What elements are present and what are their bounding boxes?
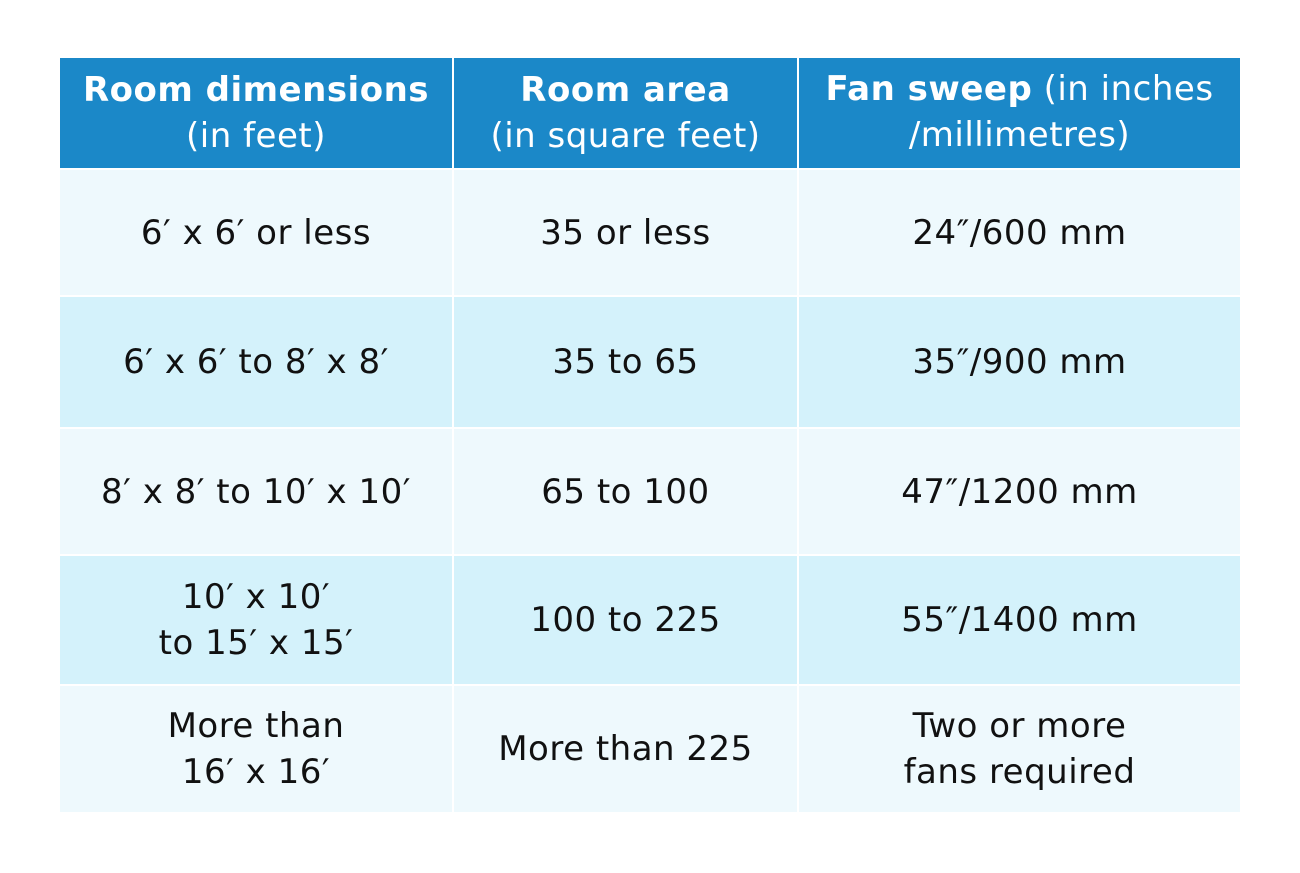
table-cell: 6′ x 6′ or less — [60, 170, 452, 295]
table-cell: 35″/900 mm — [799, 297, 1240, 427]
fan-sweep-table: Room dimensions (in feet) Room area (in … — [60, 58, 1240, 812]
table-cell: More than 225 — [454, 686, 797, 812]
header-title: Room dimensions — [82, 70, 430, 110]
table-cell: 8′ x 8′ to 10′ x 10′ — [60, 429, 452, 554]
table-cell: 47″/1200 mm — [799, 429, 1240, 554]
header-cell: Fan sweep (in inches /millimetres) — [799, 58, 1240, 168]
table-cell: 24″/600 mm — [799, 170, 1240, 295]
table-cell: 6′ x 6′ to 8′ x 8′ — [60, 297, 452, 427]
header-title: Room area — [520, 70, 731, 110]
header-cell: Room area (in square feet) — [454, 58, 797, 168]
table-cell: 65 to 100 — [454, 429, 797, 554]
table-cell: More than 16′ x 16′ — [60, 686, 452, 812]
table-cell: 55″/1400 mm — [799, 556, 1240, 684]
table-cell: 10′ x 10′ to 15′ x 15′ — [60, 556, 452, 684]
header-note: (in inches /millimetres) — [908, 69, 1214, 155]
table-cell: 35 to 65 — [454, 297, 797, 427]
table-cell: 100 to 225 — [454, 556, 797, 684]
header-cell: Room dimensions (in feet) — [60, 58, 452, 168]
header-note: (in square feet) — [490, 116, 761, 156]
header-note: (in feet) — [186, 116, 326, 156]
header-title: Fan sweep — [825, 69, 1033, 109]
table-cell: Two or more fans required — [799, 686, 1240, 812]
table-cell: 35 or less — [454, 170, 797, 295]
